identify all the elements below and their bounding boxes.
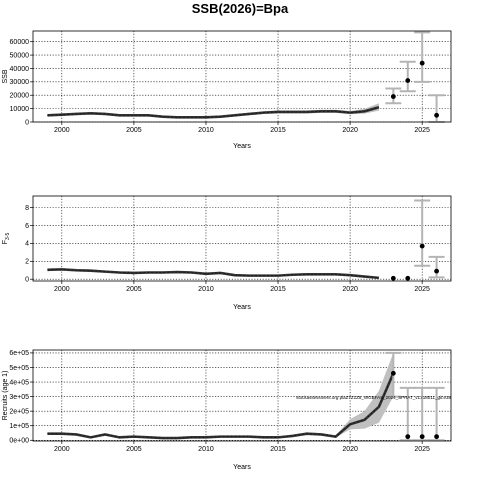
y-tick-label: 60000 [10,39,30,46]
x-tick-label: 2010 [198,286,214,293]
ssb-panel: 2000 2005 2010 2015 2020 2025 0 10000 20000 30000… [2,30,452,150]
projection-point [405,78,411,83]
projection-point [419,60,425,66]
plot-frame [32,349,452,442]
y-axis-label: SSB [2,69,9,83]
projection-point [419,243,425,249]
x-axis-label: Years [233,143,251,150]
x-tick-label: 2025 [414,286,430,293]
y-tick-label: 1e+05 [9,423,29,430]
y-tick-label: 10000 [10,106,30,113]
y-tick-label: 8 [25,205,29,212]
x-tick-label: 2005 [126,127,142,134]
y-tick-label: 5e+05 [9,365,29,372]
y-tick-label: 0 [25,119,29,126]
x-tick-label: 2005 [126,286,142,293]
y-tick-label: 4 [25,241,29,248]
x-axis-label: Years [233,304,251,311]
plot-frame [32,195,452,282]
projection-point [390,370,396,376]
y-tick-label: 0e+00 [9,438,29,445]
x-tick-label: 2000 [54,286,70,293]
y-tick-label: 0 [25,277,29,284]
projection-point [405,434,411,440]
x-tick-label: 2020 [342,127,358,134]
x-tick-label: 2025 [414,127,430,134]
x-tick-label: 2010 [198,446,214,453]
y-tick-label: 20000 [10,93,30,100]
figure-title: SSB(2026)=Bpa [192,1,289,16]
y-tick-label: 50000 [10,52,30,59]
y-tick-label: 3e+05 [9,394,29,401]
y-axis-label: Recruits (age 1) [2,371,9,421]
recruitment-panel: 2000 2005 2010 2015 2020 2025 0e+00 1e+05 2e+05 3… [2,349,452,471]
projection-point [434,112,439,118]
projection-point [434,268,439,274]
x-tick-label: 2010 [198,127,214,134]
x-tick-label: 2015 [270,286,286,293]
y-tick-label: 2 [25,259,29,266]
plot-frame [32,30,452,123]
x-axis-label: Years [233,464,251,471]
x-tick-label: 2005 [126,446,142,453]
y-tick-label: 40000 [10,66,30,73]
estimate-line-dash [47,269,379,279]
projection-point [390,94,396,99]
estimate-line-dash [47,106,380,118]
x-tick-label: 2020 [342,446,358,453]
x-tick-label: 2015 [270,127,286,134]
fishing-mortality-panel: 2000 2005 2010 2015 2020 2025 0 2 4 6 8 Years F3-5 [2,195,452,311]
x-tick-label: 2025 [414,446,430,453]
projection-point [434,434,439,440]
projection-point [390,275,396,281]
x-tick-label: 2000 [54,446,70,453]
x-tick-label: 2000 [54,127,70,134]
y-tick-label: 6e+05 [9,350,29,357]
x-tick-label: 2015 [270,446,286,453]
projection-point [419,434,425,440]
stockassessment-note: stockassessment.org plaZ7Z1Z8_WGBFAS_202… [296,395,451,400]
y-tick-label: 2e+05 [9,408,29,415]
y-tick-label: 4e+05 [9,379,29,386]
x-tick-label: 2020 [342,286,358,293]
y-axis-label: F3-5 [2,233,11,245]
y-tick-label: 30000 [10,79,30,86]
y-tick-label: 6 [25,223,29,230]
estimate-line-dash [47,373,394,439]
projection-point [405,275,411,281]
